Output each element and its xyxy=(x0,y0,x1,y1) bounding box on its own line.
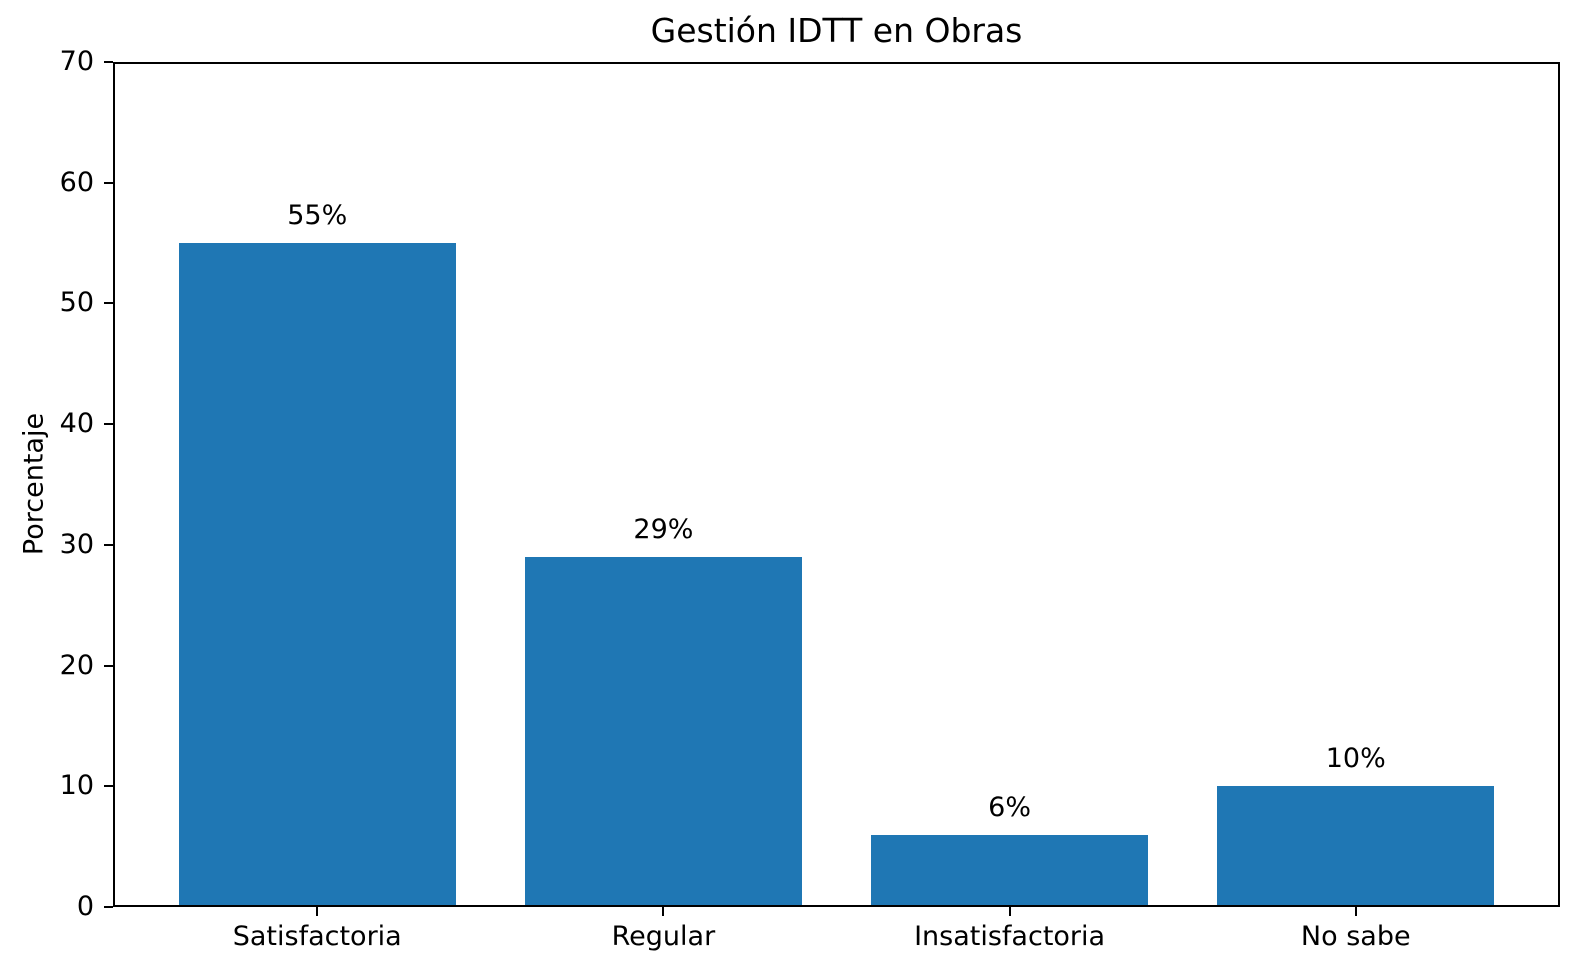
y-tick-mark xyxy=(104,906,113,908)
y-tick-mark xyxy=(104,785,113,788)
x-tick-mark xyxy=(1008,907,1011,916)
y-tick-label: 50 xyxy=(59,287,94,319)
y-tick-label: 70 xyxy=(59,46,94,77)
y-tick-mark xyxy=(104,302,113,305)
y-tick-mark xyxy=(104,423,113,426)
bar-value-label: 6% xyxy=(988,791,1031,823)
bar-value-label: 29% xyxy=(633,513,694,545)
bar-no-sabe xyxy=(1217,786,1495,907)
bar-regular xyxy=(524,556,802,907)
bar-satisfactoria xyxy=(178,243,456,907)
y-tick-label: 40 xyxy=(59,408,94,440)
y-tick-label: 30 xyxy=(59,528,94,560)
x-tick-mark xyxy=(1354,907,1357,916)
chart-title: Gestión IDTT en Obras xyxy=(650,11,1023,50)
bar-value-label: 55% xyxy=(287,200,348,232)
y-tick-label: 0 xyxy=(76,891,94,922)
y-tick-mark xyxy=(104,664,113,667)
y-tick-mark xyxy=(104,543,113,546)
y-tick-label: 10 xyxy=(59,770,94,802)
y-tick-mark xyxy=(104,181,113,184)
x-category-label: Insatisfactoria xyxy=(914,921,1106,952)
x-tick-mark xyxy=(316,907,319,916)
x-category-label: No sabe xyxy=(1300,921,1411,952)
y-tick-mark xyxy=(104,61,113,63)
x-tick-mark xyxy=(662,907,665,916)
y-tick-label: 60 xyxy=(59,166,94,198)
x-category-label: Regular xyxy=(611,921,716,952)
bar-value-label: 10% xyxy=(1325,743,1386,775)
x-category-label: Satisfactoria xyxy=(232,921,402,952)
bar-insatisfactoria xyxy=(871,834,1149,907)
y-tick-label: 20 xyxy=(59,649,94,681)
